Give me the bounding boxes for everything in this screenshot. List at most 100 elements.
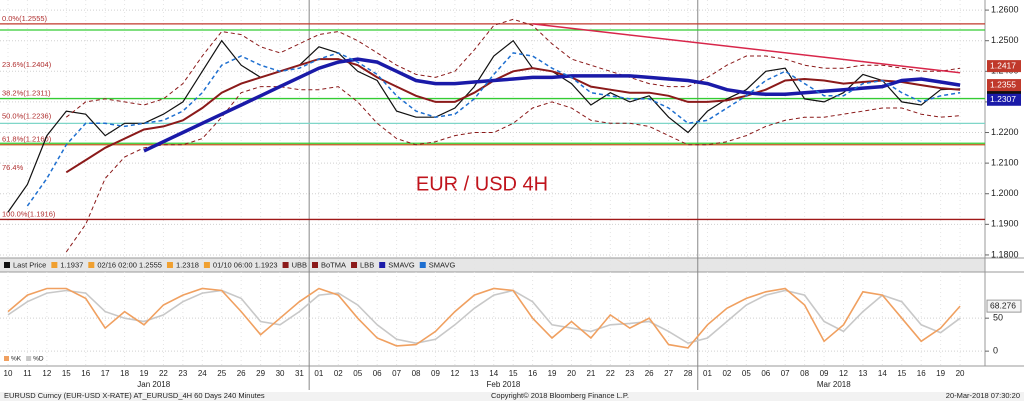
x-tick-label: 07 <box>781 369 790 378</box>
x-tick-label: 23 <box>625 369 634 378</box>
fib-label: 50.0%(1.2236) <box>2 111 52 120</box>
footer-right: 20-Mar-2018 07:30:20 <box>946 391 1020 400</box>
legend-swatch <box>282 262 289 268</box>
price-box <box>987 93 1021 106</box>
x-tick-label: 13 <box>470 369 479 378</box>
x-tick-label: 21 <box>586 369 595 378</box>
x-tick-label: 16 <box>917 369 926 378</box>
y-tick-label: 1.2100 <box>991 157 1019 167</box>
x-tick-label: 08 <box>412 369 421 378</box>
x-tick-label: 09 <box>431 369 440 378</box>
x-tick-label: 20 <box>956 369 965 378</box>
x-tick-label: 09 <box>820 369 829 378</box>
x-tick-label: 05 <box>353 369 362 378</box>
legend-swatch <box>4 262 10 268</box>
osc-legend-label: %D <box>33 356 44 363</box>
series-line <box>65 86 961 253</box>
x-tick-label: 22 <box>606 369 615 378</box>
fib-label: 0.0%(1.2555) <box>2 14 48 23</box>
month-label: Jan 2018 <box>137 380 170 389</box>
y-tick-label: 1.2200 <box>991 127 1019 137</box>
x-tick-label: 27 <box>664 369 673 378</box>
y-tick-label: 1.1800 <box>991 249 1019 259</box>
osc-line <box>7 287 961 349</box>
x-tick-label: 01 <box>314 369 323 378</box>
x-tick-label: 28 <box>684 369 693 378</box>
x-tick-label: 22 <box>159 369 168 378</box>
price-box-label: 1.2307 <box>990 94 1016 104</box>
legend-label: LBB <box>360 260 374 269</box>
x-tick-label: 05 <box>742 369 751 378</box>
x-tick-label: 19 <box>140 369 149 378</box>
x-tick-label: 26 <box>645 369 654 378</box>
footer-center: Copyright© 2018 Bloomberg Finance L.P. <box>491 391 629 400</box>
x-tick-label: 29 <box>256 369 265 378</box>
x-tick-label: 06 <box>373 369 382 378</box>
x-tick-label: 07 <box>392 369 401 378</box>
x-tick-label: 01 <box>703 369 712 378</box>
osc-value-label: 68.276 <box>990 300 1016 310</box>
fib-label: 38.2%(1.2311) <box>2 89 51 98</box>
x-tick-label: 14 <box>489 369 498 378</box>
footer-left: EURUSD Curncy (EUR-USD X-RATE) AT_EURUSD… <box>4 391 265 400</box>
legend-label: 1.1937 <box>60 260 83 269</box>
legend-label: BoTMA <box>321 260 346 269</box>
legend-strip <box>0 258 985 272</box>
legend-swatch <box>312 262 318 268</box>
legend-swatch <box>51 262 58 268</box>
x-tick-label: 12 <box>450 369 459 378</box>
y-tick-label: 1.2500 <box>991 35 1019 45</box>
x-tick-label: 12 <box>839 369 848 378</box>
x-tick-label: 15 <box>897 369 906 378</box>
price-box-label: 1.2417 <box>990 60 1016 70</box>
x-tick-label: 15 <box>509 369 518 378</box>
legend-swatch <box>419 262 426 268</box>
y-tick-label: 1.2600 <box>991 4 1019 14</box>
legend-swatch <box>166 262 173 268</box>
legend-label: UBB <box>292 260 307 269</box>
x-tick-label: 08 <box>800 369 809 378</box>
price-box-label: 1.2355 <box>990 79 1016 89</box>
x-tick-label: 26 <box>237 369 246 378</box>
osc-legend-swatch <box>4 356 9 361</box>
x-tick-label: 14 <box>878 369 887 378</box>
month-label: Mar 2018 <box>817 380 851 389</box>
price-box <box>987 79 1021 92</box>
fib-label: 76.4% <box>2 163 24 172</box>
legend-label: Last Price <box>13 260 46 269</box>
x-tick-label: 02 <box>722 369 731 378</box>
legend-label: SMAVG <box>388 260 415 269</box>
price-box <box>987 60 1021 73</box>
x-tick-label: 24 <box>198 369 207 378</box>
legend-swatch <box>351 262 358 268</box>
fib-label: 100.0%(1.1916) <box>2 209 56 218</box>
osc-tick-label: 0 <box>993 346 998 356</box>
x-tick-label: 23 <box>178 369 187 378</box>
legend-label: SMAVG <box>429 260 456 269</box>
x-tick-label: 15 <box>62 369 71 378</box>
osc-legend-swatch <box>26 356 32 361</box>
x-tick-label: 25 <box>217 369 226 378</box>
legend-label: 01/10 06:00 1.1923 <box>213 260 278 269</box>
series-line <box>26 52 961 207</box>
x-tick-label: 13 <box>858 369 867 378</box>
osc-line <box>7 289 961 345</box>
series-line <box>65 18 961 118</box>
x-tick-label: 19 <box>548 369 557 378</box>
x-tick-label: 02 <box>334 369 343 378</box>
trendline <box>532 23 961 74</box>
legend-label: 02/16 02:00 1.2555 <box>97 260 162 269</box>
legend-swatch <box>379 262 386 268</box>
osc-tick-label: 50 <box>993 313 1003 323</box>
x-tick-label: 16 <box>528 369 537 378</box>
x-tick-label: 12 <box>42 369 51 378</box>
legend-label: 1.2318 <box>176 260 199 269</box>
x-tick-label: 10 <box>4 369 13 378</box>
x-tick-label: 18 <box>120 369 129 378</box>
x-tick-label: 06 <box>761 369 770 378</box>
footer-strip <box>0 392 1024 401</box>
series-line <box>65 58 961 174</box>
osc-legend-label: %K <box>11 356 22 363</box>
